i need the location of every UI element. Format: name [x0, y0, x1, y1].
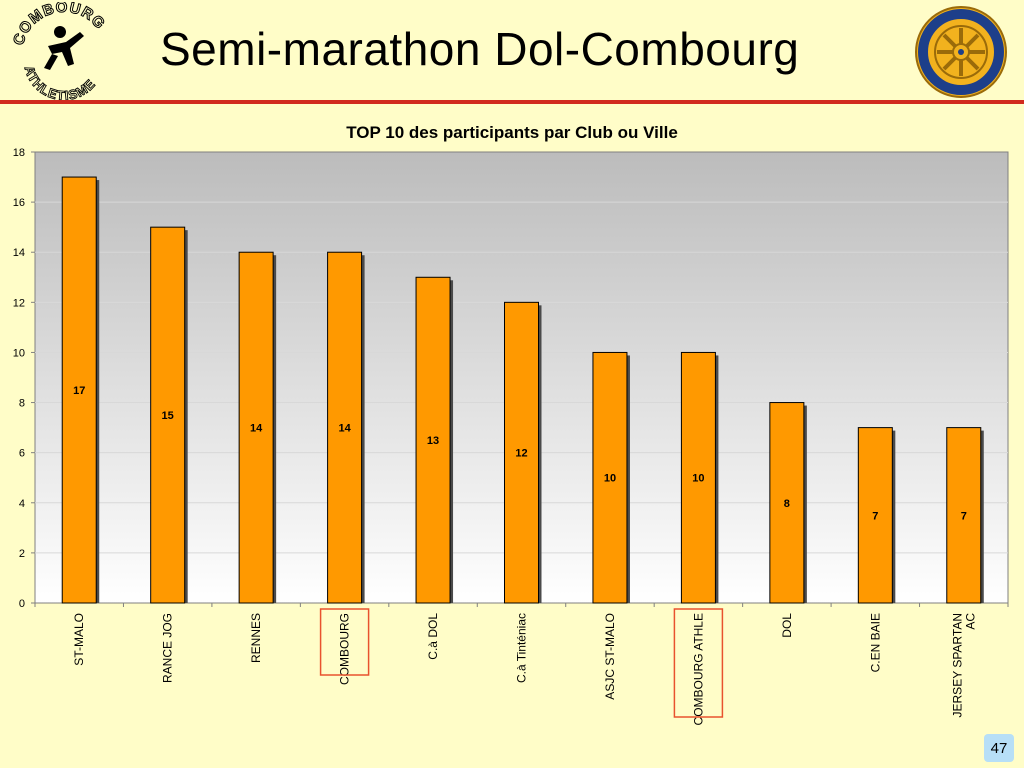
data-label: 10: [604, 473, 616, 485]
svg-text:RENNES: RENNES: [249, 613, 263, 663]
bar: [592, 351, 628, 604]
title-divider: [0, 100, 1024, 104]
svg-text:C.EN BAIE: C.EN BAIE: [868, 613, 882, 672]
y-tick-label: 14: [13, 247, 25, 259]
x-tick-label: C.à DOL: [426, 613, 440, 660]
svg-text:ST-MALO: ST-MALO: [72, 613, 86, 666]
data-label: 14: [250, 423, 263, 435]
data-label: 17: [73, 385, 85, 397]
data-label: 15: [162, 410, 174, 422]
x-tick-label: COMBOURG ATHLE: [691, 613, 705, 725]
slide-number: 47: [984, 734, 1014, 762]
y-tick-label: 18: [13, 147, 25, 159]
bar: [150, 226, 186, 604]
chart-title: TOP 10 des participants par Club ou Vill…: [346, 123, 678, 142]
y-axis: 0 2 4 6 8 10 12 14 16 18: [13, 147, 35, 610]
x-tick-label: ST-MALO: [72, 613, 86, 666]
svg-text:ASJC ST-MALO: ASJC ST-MALO: [603, 613, 617, 700]
combourg-athletisme-logo-icon: COMBOURG ATHLETISME: [10, 2, 109, 100]
data-label: 7: [872, 510, 878, 522]
bar: [504, 301, 539, 604]
rotary-international-logo-icon: [915, 6, 1007, 98]
y-tick-label: 16: [13, 197, 25, 209]
y-tick-label: 10: [13, 347, 25, 359]
data-label: 14: [338, 423, 351, 435]
y-tick-label: 8: [19, 398, 25, 410]
bar: [946, 427, 982, 604]
bar: [857, 427, 893, 604]
bar: [327, 251, 363, 604]
y-tick-label: 12: [13, 297, 25, 309]
x-tick-label: RENNES: [249, 613, 263, 663]
y-tick-label: 4: [19, 498, 25, 510]
x-tick-label: DOL: [780, 613, 794, 638]
bar: [415, 276, 451, 604]
svg-text:ATHLETISME: ATHLETISME: [22, 64, 99, 100]
bar-chart: TOP 10 des participants par Club ou Vill…: [13, 123, 1009, 725]
highlight-box: [673, 608, 724, 718]
highlight-box: [319, 608, 370, 676]
x-tick-label: COMBOURG: [338, 613, 352, 685]
data-label: 8: [784, 498, 790, 510]
y-tick-label: 2: [19, 548, 25, 560]
svg-text:RANCE JOG: RANCE JOG: [161, 613, 175, 683]
bar: [680, 351, 716, 604]
x-tick-label: C.à Tinténiac: [515, 613, 529, 683]
x-tick-label: C.EN BAIE: [868, 613, 882, 672]
data-label: 13: [427, 435, 439, 447]
bar: [769, 402, 805, 604]
bars: 17 15 14 14 13 12 10 10 8 7 7: [61, 176, 984, 604]
y-tick-label: 0: [19, 598, 25, 610]
svg-text:COMBOURG: COMBOURG: [10, 2, 109, 47]
data-label: 7: [961, 510, 967, 522]
x-tick-label: ASJC ST-MALO: [603, 613, 617, 700]
x-axis: ST-MALO RANCE JOG RENNES COMBOURG C.à DOL C.à…: [34, 603, 1009, 725]
x-tick-label: JERSEY SPARTAN AC: [950, 613, 977, 718]
svg-text:C.à DOL: C.à DOL: [426, 613, 440, 660]
x-tick-label: RANCE JOG: [161, 613, 175, 683]
page-title: Semi-marathon Dol-Combourg: [160, 23, 800, 75]
svg-text:COMBOURG: COMBOURG: [338, 613, 352, 685]
bar: [61, 176, 97, 604]
data-label: 12: [515, 448, 527, 460]
data-label: 10: [692, 473, 704, 485]
svg-text:JERSEY SPARTAN: JERSEY SPARTAN: [950, 613, 964, 717]
svg-text:C.à Tinténiac: C.à Tinténiac: [515, 613, 529, 683]
y-tick-label: 6: [19, 448, 25, 460]
svg-text:DOL: DOL: [780, 613, 794, 638]
svg-text:COMBOURG ATHLE: COMBOURG ATHLE: [691, 613, 705, 725]
svg-text:AC: AC: [963, 613, 977, 630]
bar: [238, 251, 274, 604]
